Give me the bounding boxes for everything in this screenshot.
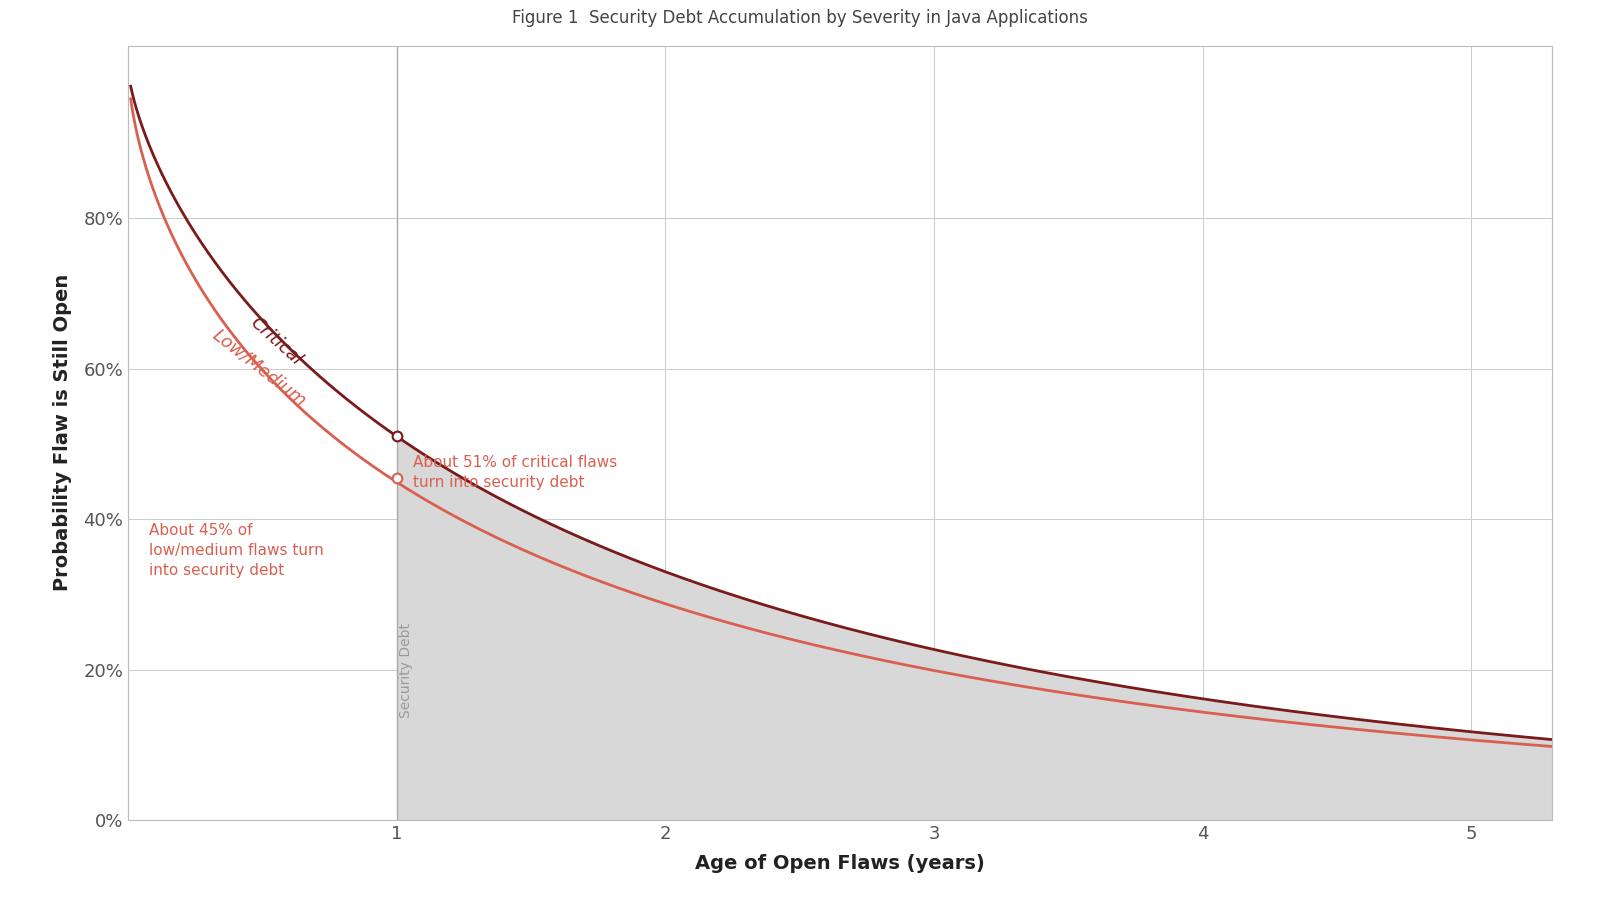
Text: Low/Medium: Low/Medium [208, 326, 309, 410]
Text: Figure 1  Security Debt Accumulation by Severity in Java Applications: Figure 1 Security Debt Accumulation by S… [512, 9, 1088, 27]
Text: Critical: Critical [246, 313, 306, 369]
Text: About 45% of
low/medium flaws turn
into security debt: About 45% of low/medium flaws turn into … [149, 523, 325, 578]
Text: About 51% of critical flaws
turn into security debt: About 51% of critical flaws turn into se… [413, 456, 618, 490]
Y-axis label: Probability Flaw is Still Open: Probability Flaw is Still Open [53, 274, 72, 591]
X-axis label: Age of Open Flaws (years): Age of Open Flaws (years) [694, 854, 986, 873]
Text: Security Debt: Security Debt [398, 623, 413, 719]
